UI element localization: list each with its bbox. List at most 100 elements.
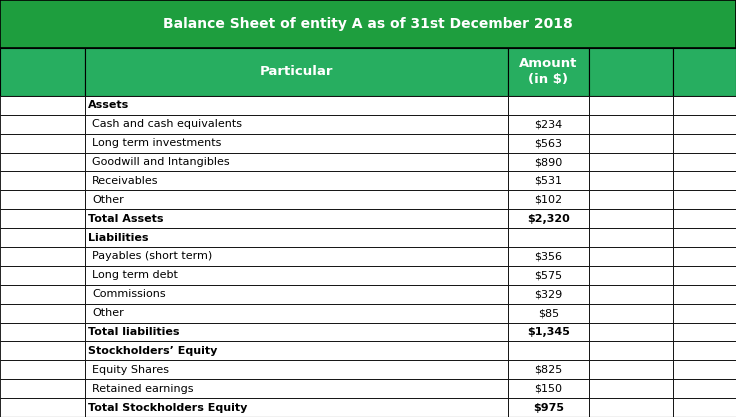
Text: $575: $575 bbox=[534, 270, 562, 280]
Bar bbox=[508, 323, 589, 342]
Bar bbox=[0, 0, 736, 48]
Bar bbox=[508, 48, 589, 96]
Text: Particular: Particular bbox=[260, 65, 333, 78]
Bar bbox=[85, 379, 508, 398]
Bar bbox=[508, 342, 589, 360]
Bar bbox=[589, 266, 673, 285]
Bar bbox=[85, 323, 508, 342]
Bar bbox=[673, 228, 736, 247]
Bar bbox=[508, 304, 589, 323]
Bar bbox=[85, 209, 508, 228]
Bar bbox=[589, 134, 673, 153]
Bar bbox=[85, 153, 508, 171]
Bar bbox=[508, 209, 589, 228]
Bar bbox=[0, 247, 85, 266]
Text: Total Stockholders Equity: Total Stockholders Equity bbox=[88, 402, 248, 412]
Bar bbox=[673, 342, 736, 360]
Text: $975: $975 bbox=[533, 402, 564, 412]
Bar bbox=[85, 266, 508, 285]
Bar bbox=[673, 96, 736, 115]
Bar bbox=[589, 171, 673, 190]
Bar bbox=[508, 285, 589, 304]
Bar bbox=[589, 153, 673, 171]
Bar bbox=[673, 171, 736, 190]
Bar bbox=[589, 48, 673, 96]
Text: $356: $356 bbox=[534, 251, 562, 261]
Bar bbox=[508, 266, 589, 285]
Bar bbox=[589, 398, 673, 417]
Bar bbox=[589, 228, 673, 247]
Bar bbox=[673, 398, 736, 417]
Text: $234: $234 bbox=[534, 119, 562, 129]
Bar bbox=[508, 171, 589, 190]
Bar bbox=[589, 304, 673, 323]
Bar bbox=[589, 360, 673, 379]
Text: Liabilities: Liabilities bbox=[88, 233, 149, 243]
Bar bbox=[0, 285, 85, 304]
Bar bbox=[0, 190, 85, 209]
Bar bbox=[508, 379, 589, 398]
Bar bbox=[85, 228, 508, 247]
Bar bbox=[85, 115, 508, 134]
Bar bbox=[0, 342, 85, 360]
Bar bbox=[589, 342, 673, 360]
Bar bbox=[673, 266, 736, 285]
Text: Commissions: Commissions bbox=[92, 289, 166, 299]
Bar bbox=[508, 228, 589, 247]
Text: Cash and cash equivalents: Cash and cash equivalents bbox=[92, 119, 242, 129]
Text: Other: Other bbox=[92, 195, 124, 205]
Text: Goodwill and Intangibles: Goodwill and Intangibles bbox=[92, 157, 230, 167]
Text: Stockholders’ Equity: Stockholders’ Equity bbox=[88, 346, 218, 356]
Bar bbox=[0, 323, 85, 342]
Bar bbox=[0, 48, 85, 96]
Bar bbox=[85, 285, 508, 304]
Bar bbox=[508, 96, 589, 115]
Bar bbox=[85, 247, 508, 266]
Bar bbox=[85, 304, 508, 323]
Bar bbox=[673, 379, 736, 398]
Bar bbox=[0, 398, 85, 417]
Bar bbox=[0, 171, 85, 190]
Text: Retained earnings: Retained earnings bbox=[92, 384, 194, 394]
Bar bbox=[0, 134, 85, 153]
Bar bbox=[0, 115, 85, 134]
Bar bbox=[85, 342, 508, 360]
Bar bbox=[508, 134, 589, 153]
Bar bbox=[0, 304, 85, 323]
Text: Amount
(in $): Amount (in $) bbox=[519, 58, 578, 86]
Text: Balance Sheet of entity A as of 31st December 2018: Balance Sheet of entity A as of 31st Dec… bbox=[163, 17, 573, 31]
Bar bbox=[673, 115, 736, 134]
Text: $890: $890 bbox=[534, 157, 562, 167]
Bar bbox=[85, 171, 508, 190]
Text: Total liabilities: Total liabilities bbox=[88, 327, 180, 337]
Text: Other: Other bbox=[92, 308, 124, 318]
Bar bbox=[0, 360, 85, 379]
Bar bbox=[673, 209, 736, 228]
Bar bbox=[589, 209, 673, 228]
Bar bbox=[85, 48, 508, 96]
Bar bbox=[0, 266, 85, 285]
Bar bbox=[85, 360, 508, 379]
Bar bbox=[0, 96, 85, 115]
Bar bbox=[673, 285, 736, 304]
Bar bbox=[0, 153, 85, 171]
Bar bbox=[0, 228, 85, 247]
Bar bbox=[673, 360, 736, 379]
Bar bbox=[589, 379, 673, 398]
Bar bbox=[589, 96, 673, 115]
Text: $85: $85 bbox=[538, 308, 559, 318]
Text: $150: $150 bbox=[534, 384, 562, 394]
Bar bbox=[508, 190, 589, 209]
Text: Equity Shares: Equity Shares bbox=[92, 365, 169, 375]
Text: Long term investments: Long term investments bbox=[92, 138, 222, 148]
Bar bbox=[508, 398, 589, 417]
Text: $531: $531 bbox=[534, 176, 562, 186]
Text: $102: $102 bbox=[534, 195, 562, 205]
Text: $329: $329 bbox=[534, 289, 562, 299]
Text: $563: $563 bbox=[534, 138, 562, 148]
Bar bbox=[85, 398, 508, 417]
Bar bbox=[673, 304, 736, 323]
Bar bbox=[508, 115, 589, 134]
Bar bbox=[589, 285, 673, 304]
Bar bbox=[673, 190, 736, 209]
